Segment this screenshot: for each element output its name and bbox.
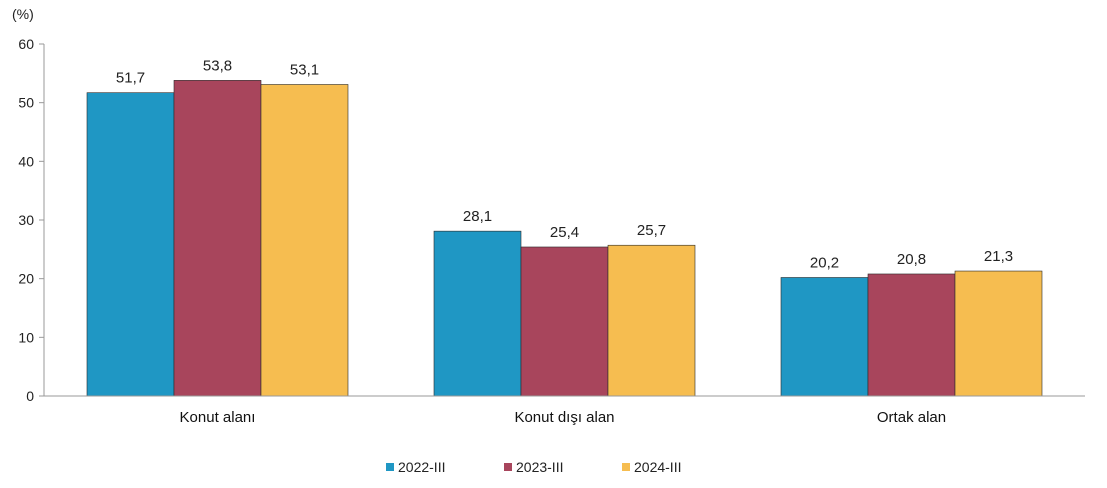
legend-swatch [386, 463, 394, 471]
legend: 2022-III 2023-III 2024-III [386, 459, 681, 475]
bar-2022-III-0 [86, 92, 175, 397]
category-label: Ortak alan [877, 409, 946, 426]
y-tick-label: 0 [26, 388, 34, 404]
legend-label: 2024-III [634, 459, 681, 475]
bar-2024-III-0 [260, 84, 349, 397]
data-label: 53,1 [290, 61, 319, 78]
data-labels: 51,7 53,8 53,1 28,1 25,4 25,7 20,2 20,8 21,3 [116, 57, 1013, 271]
y-tick-label: 60 [18, 36, 34, 52]
bar-2024-III-1 [607, 244, 696, 397]
data-label: 25,4 [550, 224, 579, 241]
bar-2023-III-2 [867, 273, 956, 397]
bar-2022-III-2 [780, 277, 869, 397]
legend-swatch [504, 463, 512, 471]
y-axis: 0 10 20 30 40 50 60 [18, 36, 45, 404]
y-tick-label: 10 [18, 329, 34, 345]
data-label: 25,7 [637, 222, 666, 239]
y-tick-label: 50 [18, 95, 34, 111]
bar-2024-III-2 [954, 270, 1043, 397]
legend-swatch [622, 463, 630, 471]
y-tick-label: 40 [18, 153, 34, 169]
data-label: 21,3 [984, 248, 1013, 265]
data-label: 53,8 [203, 57, 232, 74]
bars [86, 80, 1043, 397]
y-tick-label: 20 [18, 271, 34, 287]
x-axis: Konut alanı Konut dışı alan Ortak alan [180, 409, 947, 426]
bar-2023-III-1 [520, 246, 609, 397]
bar-2022-III-1 [433, 230, 522, 397]
legend-label: 2023-III [516, 459, 563, 475]
data-label: 51,7 [116, 70, 145, 87]
bar-2023-III-0 [173, 80, 262, 397]
y-axis-unit-label: (%) [12, 6, 34, 22]
category-label: Konut alanı [180, 409, 256, 426]
y-tick-label: 30 [18, 212, 34, 228]
category-label: Konut dışı alan [514, 409, 614, 426]
legend-label: 2022-III [398, 459, 445, 475]
data-label: 28,1 [463, 208, 492, 225]
data-label: 20,2 [810, 254, 839, 271]
data-label: 20,8 [897, 251, 926, 268]
